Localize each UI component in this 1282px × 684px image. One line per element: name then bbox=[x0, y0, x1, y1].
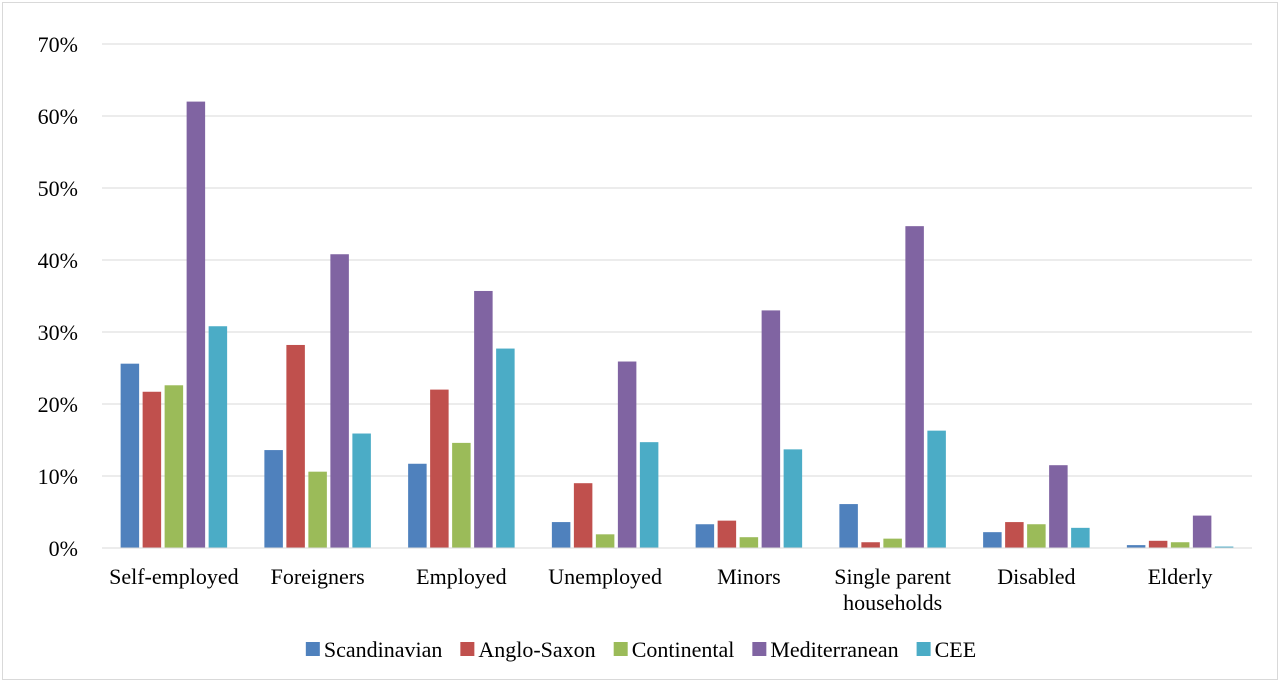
bar-cee bbox=[783, 449, 803, 548]
legend-label: Mediterranean bbox=[770, 637, 898, 662]
bar-mediterranean bbox=[617, 361, 637, 548]
bar-continental bbox=[739, 537, 759, 548]
x-category-label: Elderly bbox=[1148, 564, 1213, 589]
bar-cee bbox=[1214, 546, 1234, 548]
bar-cee bbox=[1071, 527, 1090, 548]
x-category-label: Self-employed bbox=[109, 564, 239, 589]
bars bbox=[120, 101, 1234, 549]
legend-swatch bbox=[916, 642, 931, 656]
legend: Scandinavian Anglo-Saxon Continental Medite… bbox=[305, 637, 977, 662]
bar-mediterranean bbox=[1049, 465, 1068, 548]
bar-mediterranean bbox=[761, 310, 781, 548]
legend-swatch bbox=[460, 642, 475, 656]
y-tick-label: 60% bbox=[38, 104, 78, 129]
bar-mediterranean bbox=[474, 290, 493, 548]
y-tick-label: 10% bbox=[38, 464, 78, 489]
x-category-label: Employed bbox=[416, 564, 506, 589]
legend-swatch bbox=[305, 642, 320, 656]
bar-continental bbox=[308, 471, 327, 548]
x-category-label: Single parent households bbox=[834, 564, 951, 615]
bar-mediterranean bbox=[330, 254, 349, 549]
bar-scandinavian bbox=[408, 463, 427, 548]
bar-scandinavian bbox=[264, 450, 283, 548]
legend-label: Anglo-Saxon bbox=[478, 637, 595, 662]
y-tick-label: 0% bbox=[49, 536, 78, 561]
bar-continental bbox=[595, 534, 615, 548]
legend-swatch bbox=[613, 642, 628, 656]
y-tick-label: 30% bbox=[38, 320, 78, 345]
legend-swatch bbox=[752, 642, 767, 656]
bar-continental bbox=[883, 538, 902, 548]
y-tick-label: 40% bbox=[38, 248, 78, 273]
bar-anglo-saxon bbox=[717, 520, 737, 548]
y-tick-label: 20% bbox=[38, 392, 78, 417]
bar-cee bbox=[496, 348, 515, 548]
bar-anglo-saxon bbox=[142, 391, 162, 548]
bar-scandinavian bbox=[983, 532, 1002, 548]
bar-continental bbox=[452, 442, 471, 548]
x-category-label: Minors bbox=[717, 564, 781, 589]
x-category-label: Foreigners bbox=[271, 564, 365, 589]
bar-cee bbox=[208, 326, 228, 548]
bar-cee bbox=[639, 442, 659, 548]
bar-continental bbox=[1027, 524, 1046, 548]
bar-anglo-saxon bbox=[1148, 540, 1168, 548]
x-category-label: Unemployed bbox=[548, 564, 662, 589]
bar-continental bbox=[1170, 542, 1190, 548]
bar-continental bbox=[164, 385, 184, 548]
bar-mediterranean bbox=[1192, 515, 1212, 548]
bar-mediterranean bbox=[905, 226, 924, 548]
y-tick-label: 50% bbox=[38, 176, 78, 201]
legend-label: Continental bbox=[632, 637, 735, 662]
x-category-label: Disabled bbox=[997, 564, 1075, 589]
y-tick-label: 70% bbox=[38, 32, 78, 57]
gridlines bbox=[102, 43, 1252, 477]
bar-anglo-saxon bbox=[430, 389, 449, 548]
bar-scandinavian bbox=[839, 504, 858, 548]
bar-scandinavian bbox=[695, 524, 715, 548]
bar-scandinavian bbox=[120, 363, 140, 548]
legend-label: Scandinavian bbox=[324, 637, 443, 662]
bar-anglo-saxon bbox=[1005, 522, 1024, 548]
bar-cee bbox=[927, 430, 946, 548]
bar-scandinavian bbox=[551, 522, 571, 548]
bar-anglo-saxon bbox=[861, 542, 880, 548]
bar-scandinavian bbox=[1126, 545, 1146, 548]
bar-cee bbox=[352, 433, 371, 548]
bar-anglo-saxon bbox=[573, 483, 593, 548]
bar-anglo-saxon bbox=[286, 344, 305, 548]
legend-label: CEE bbox=[935, 637, 977, 662]
bar-mediterranean bbox=[186, 101, 206, 548]
